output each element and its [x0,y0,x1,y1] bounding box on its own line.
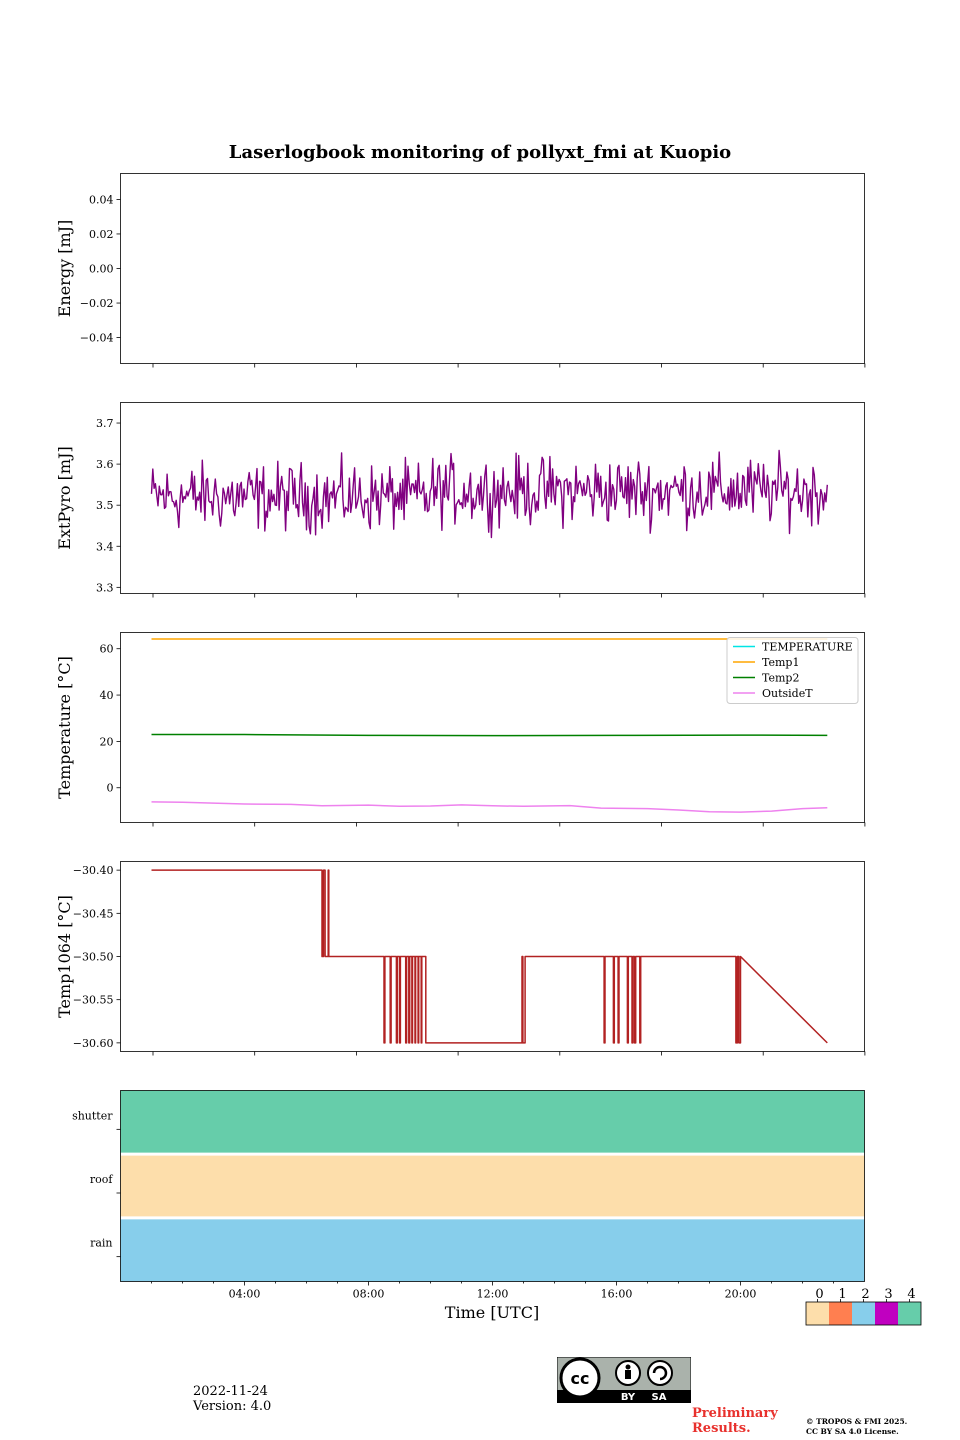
y-axis-label-temp1064: Temp1064 [°C] [55,895,74,1018]
y-tick-label-energy: −0.02 [80,297,114,310]
x-tick-label: 16:00 [601,1288,633,1301]
y-tick-label-extpyro: 3.7 [96,417,114,430]
legend-label-temperature: TEMPERATURE [762,641,853,654]
axes-frame-energy [120,173,865,364]
legend-label-temp1: Temp1 [762,656,799,669]
version-label: Version: 4.0 [193,1399,272,1414]
colorbar-frame [805,1301,922,1326]
axes-frame-temperature [120,632,865,823]
colorbar-cell-3 [875,1302,898,1325]
y-tick-label-extpyro: 3.4 [96,540,114,553]
badge-sa-label: SA [652,1392,667,1403]
badge-by-label: BY [621,1392,636,1403]
y-axis-label-extpyro: ExtPyro [mJ] [55,446,74,549]
y-tick-label-temperature: 20 [100,735,114,748]
chart-title: Laserlogbook monitoring of pollyxt_fmi a… [229,142,731,163]
colorbar-cell-0 [806,1302,829,1325]
y-tick-label-extpyro: 3.5 [96,499,114,512]
y-tick-label-extpyro: 3.6 [96,458,114,471]
preliminary-note: Preliminary Results. [692,1406,778,1436]
date-version-block: 2022-11-24 Version: 4.0 [193,1384,271,1414]
svg-text:cc: cc [571,1369,590,1388]
colorbar-label-0: 0 [815,1287,823,1302]
y-tick-label-energy: 0.00 [89,263,114,276]
plot-area-energy [120,173,865,364]
colorbar-cell-2 [852,1302,875,1325]
series-line-extpyro [150,449,828,539]
y-tick-label-temp1064: −30.55 [73,994,114,1007]
series-line-temp2 [151,733,828,737]
legend-label-outsidet: OutsideT [762,687,813,700]
status-row-label-shutter: shutter [72,1109,113,1122]
colorbar-label-2: 2 [861,1287,869,1302]
copyright-line-2: CC BY SA 4.0 License. [806,1427,899,1436]
status-row-label-rain: rain [90,1237,112,1250]
axes-frame-extpyro [120,402,865,594]
legend-box [726,637,859,704]
copyright-note: © TROPOS & FMI 2025. CC BY SA 4.0 Licens… [806,1417,907,1437]
series-line-outsidet [151,801,828,813]
x-axis-label: Time [UTC] [445,1303,539,1322]
preliminary-line-1: Preliminary [692,1406,778,1421]
copyright-line-1: © TROPOS & FMI 2025. [806,1417,908,1426]
y-tick-label-temperature: 0 [107,782,114,795]
cc-icon [559,1357,601,1399]
y-tick-label-temperature: 60 [100,643,114,656]
axes-frame-temp1064 [120,861,865,1052]
status-band-rain [120,1217,865,1282]
x-tick-label: 08:00 [353,1288,385,1301]
y-axis-label-temperature: Temperature [°C] [55,656,74,799]
y-axis-label-energy: Energy [mJ] [55,220,74,318]
colorbar-label-1: 1 [838,1287,846,1302]
y-tick-label-extpyro: 3.3 [96,581,114,594]
y-tick-label-temp1064: −30.60 [73,1037,114,1050]
y-tick-label-energy: 0.04 [89,193,114,206]
y-tick-label-energy: −0.04 [80,332,114,345]
x-tick-label: 20:00 [725,1288,757,1301]
y-tick-label-temp1064: −30.50 [73,951,114,964]
y-tick-label-temp1064: −30.40 [73,864,114,877]
x-tick-label: 04:00 [229,1288,261,1301]
date-label: 2022-11-24 [193,1384,268,1399]
colorbar-label-4: 4 [907,1287,915,1302]
x-tick-label: 12:00 [477,1288,509,1301]
colorbar-cell-1 [829,1302,852,1325]
preliminary-line-2: Results. [692,1421,751,1436]
colorbar-cell-4 [898,1302,921,1325]
cc-by-sa-badge: cc BY SA [557,1357,691,1403]
series-line-temp1064 [151,869,828,1044]
legend-label-temp2: Temp2 [762,672,799,685]
colorbar-label-3: 3 [884,1287,892,1302]
status-band-shutter [120,1090,865,1155]
sa-sharealike-icon [647,1360,673,1386]
y-tick-label-energy: 0.02 [89,228,114,241]
status-row-label-roof: roof [90,1173,114,1186]
y-tick-label-temperature: 40 [100,689,114,702]
status-band-roof [120,1154,865,1218]
plot-area-temp1064 [120,861,865,1052]
y-tick-label-temp1064: −30.45 [73,907,114,920]
